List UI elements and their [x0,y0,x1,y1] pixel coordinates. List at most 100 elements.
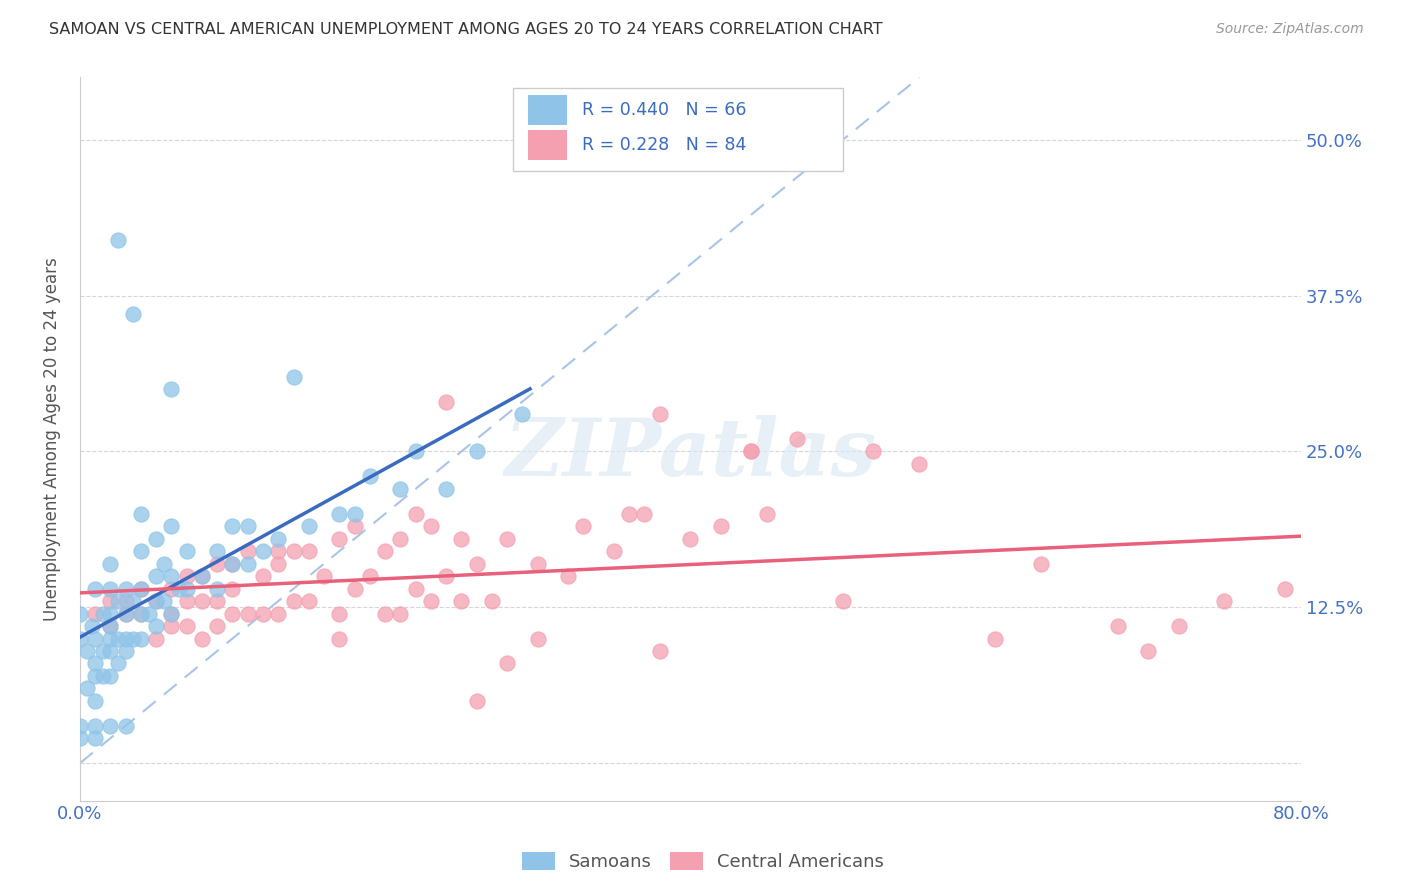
Point [69,607,91,621]
Point [312,569,335,583]
Point [205,582,228,596]
Text: Source: ZipAtlas.com: Source: ZipAtlas.com [1216,22,1364,37]
Point [1031,557,1053,571]
Point [862,444,884,458]
Point [496,532,519,546]
Point [984,632,1007,646]
Point [221,557,243,571]
Point [205,619,228,633]
Point [114,644,136,658]
Point [1167,619,1189,633]
Point [465,694,488,708]
Point [221,582,243,596]
Point [526,632,548,646]
Point [236,557,259,571]
Point [100,594,122,608]
Point [298,519,321,533]
Point [236,544,259,558]
Point [740,444,762,458]
Point [298,544,321,558]
Point [91,607,114,621]
Point [205,594,228,608]
Point [100,619,122,633]
Bar [527,95,567,125]
Point [176,569,198,583]
Point [1213,594,1236,608]
Point [114,632,136,646]
Point [343,582,366,596]
Point [84,632,107,646]
Point [145,532,167,546]
Point [205,544,228,558]
Point [69,719,91,733]
Point [236,607,259,621]
Point [434,569,457,583]
Point [129,544,152,558]
Point [252,569,274,583]
Point [648,407,671,421]
Point [107,594,129,608]
Point [359,569,381,583]
Point [145,632,167,646]
Point [138,607,160,621]
Point [122,632,145,646]
Point [419,519,441,533]
Point [84,719,107,733]
Point [908,457,931,471]
Point [405,582,427,596]
Point [359,469,381,483]
Point [389,482,412,496]
Point [526,557,548,571]
Point [129,607,152,621]
Point [648,644,671,658]
Point [160,382,183,396]
Point [100,557,122,571]
Point [328,607,350,621]
Point [419,594,441,608]
Point [160,619,183,633]
Point [176,594,198,608]
Point [160,519,183,533]
Point [100,669,122,683]
Point [122,307,145,321]
Point [252,607,274,621]
Point [107,657,129,671]
Point [191,632,214,646]
Point [69,731,91,746]
Point [405,507,427,521]
Point [389,607,412,621]
Y-axis label: Unemployment Among Ages 20 to 24 years: Unemployment Among Ages 20 to 24 years [44,257,60,621]
Point [283,594,305,608]
FancyBboxPatch shape [513,88,842,171]
Point [481,594,503,608]
Point [152,594,174,608]
Point [76,644,98,658]
Point [450,532,472,546]
Point [160,582,183,596]
Point [434,482,457,496]
Point [122,594,145,608]
Point [267,557,290,571]
Point [107,632,129,646]
Point [100,619,122,633]
Point [114,594,136,608]
Point [100,582,122,596]
Point [176,582,198,596]
Point [450,594,472,608]
Point [328,507,350,521]
Point [129,582,152,596]
Point [619,507,641,521]
Point [84,582,107,596]
Point [100,644,122,658]
Point [205,557,228,571]
Point [236,519,259,533]
Point [107,233,129,247]
Point [76,681,98,696]
Point [145,619,167,633]
Point [374,544,396,558]
Point [129,582,152,596]
Point [710,519,733,533]
Point [343,519,366,533]
Point [145,569,167,583]
Point [114,607,136,621]
